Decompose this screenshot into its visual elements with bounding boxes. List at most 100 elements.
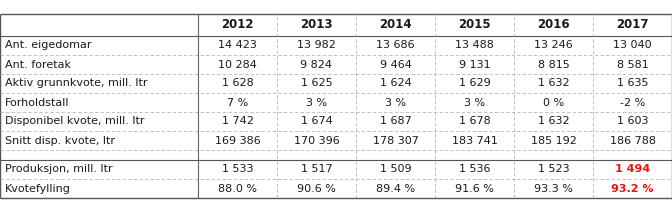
Bar [356,160,435,179]
Text: 2017: 2017 [616,18,648,32]
Bar [356,112,435,131]
Bar [277,14,356,36]
Text: 88.0 %: 88.0 % [218,184,257,194]
Text: 1 678: 1 678 [458,117,491,127]
Text: 1 509: 1 509 [380,165,411,174]
Text: 1 632: 1 632 [538,78,569,88]
Bar [277,160,356,179]
Text: 2016: 2016 [537,18,570,32]
Bar [593,179,672,198]
Bar [356,36,435,55]
Text: 7 %: 7 % [227,98,248,107]
Bar [0,55,198,74]
Bar [356,150,435,160]
Text: 89.4 %: 89.4 % [376,184,415,194]
Text: 93.3 %: 93.3 % [534,184,573,194]
Bar [277,150,356,160]
Text: 9 824: 9 824 [300,60,333,70]
Bar [435,179,514,198]
Text: 13 982: 13 982 [297,40,336,50]
Bar [198,112,277,131]
Text: 90.6 %: 90.6 % [297,184,336,194]
Text: 169 386: 169 386 [214,135,260,145]
Bar [0,160,198,179]
Text: 1 494: 1 494 [615,165,650,174]
Text: 1 603: 1 603 [617,117,648,127]
Bar [593,55,672,74]
Text: 13 246: 13 246 [534,40,573,50]
Bar [514,55,593,74]
Text: 185 192: 185 192 [531,135,577,145]
Bar [514,36,593,55]
Bar [198,179,277,198]
Bar [198,14,277,36]
Bar [356,93,435,112]
Bar [277,55,356,74]
Bar [593,160,672,179]
Text: 3 %: 3 % [464,98,485,107]
Bar [435,112,514,131]
Text: 178 307: 178 307 [372,135,419,145]
Text: 1 742: 1 742 [222,117,253,127]
Bar [593,36,672,55]
Bar [435,14,514,36]
Bar [593,150,672,160]
Text: 14 423: 14 423 [218,40,257,50]
Bar [0,179,198,198]
Bar [198,160,277,179]
Bar [435,93,514,112]
Bar [356,131,435,150]
Bar [435,36,514,55]
Text: 186 788: 186 788 [610,135,655,145]
Text: 2015: 2015 [458,18,491,32]
Text: 1 687: 1 687 [380,117,411,127]
Bar [356,14,435,36]
Text: 91.6 %: 91.6 % [455,184,494,194]
Bar [514,112,593,131]
Text: Aktiv grunnkvote, mill. ltr: Aktiv grunnkvote, mill. ltr [5,78,147,88]
Text: Disponibel kvote, mill. ltr: Disponibel kvote, mill. ltr [5,117,144,127]
Bar [356,55,435,74]
Bar [198,131,277,150]
Bar [198,74,277,93]
Bar [593,131,672,150]
Bar [435,131,514,150]
Text: 1 629: 1 629 [458,78,491,88]
Text: 1 533: 1 533 [222,165,253,174]
Bar [198,150,277,160]
Text: 170 396: 170 396 [294,135,339,145]
Bar [514,179,593,198]
Text: 183 741: 183 741 [452,135,497,145]
Text: -2 %: -2 % [620,98,645,107]
Bar [0,131,198,150]
Text: 1 625: 1 625 [300,78,333,88]
Bar [198,93,277,112]
Text: Snitt disp. kvote, ltr: Snitt disp. kvote, ltr [5,135,115,145]
Bar [0,93,198,112]
Bar [514,131,593,150]
Bar [277,131,356,150]
Text: 9 131: 9 131 [459,60,491,70]
Bar [593,93,672,112]
Bar [435,150,514,160]
Bar [277,112,356,131]
Text: 8 581: 8 581 [617,60,648,70]
Text: Produksjon, mill. ltr: Produksjon, mill. ltr [5,165,113,174]
Bar [0,112,198,131]
Text: 2013: 2013 [300,18,333,32]
Text: Ant. eigedomar: Ant. eigedomar [5,40,91,50]
Bar [514,14,593,36]
Text: 0 %: 0 % [543,98,564,107]
Bar [593,74,672,93]
Text: 3 %: 3 % [306,98,327,107]
Text: 13 040: 13 040 [613,40,652,50]
Text: 13 488: 13 488 [455,40,494,50]
Text: 10 284: 10 284 [218,60,257,70]
Text: 1 632: 1 632 [538,117,569,127]
Text: Ant. foretak: Ant. foretak [5,60,71,70]
Bar [514,160,593,179]
Bar [435,74,514,93]
Text: 2014: 2014 [379,18,412,32]
Bar [356,179,435,198]
Bar [0,36,198,55]
